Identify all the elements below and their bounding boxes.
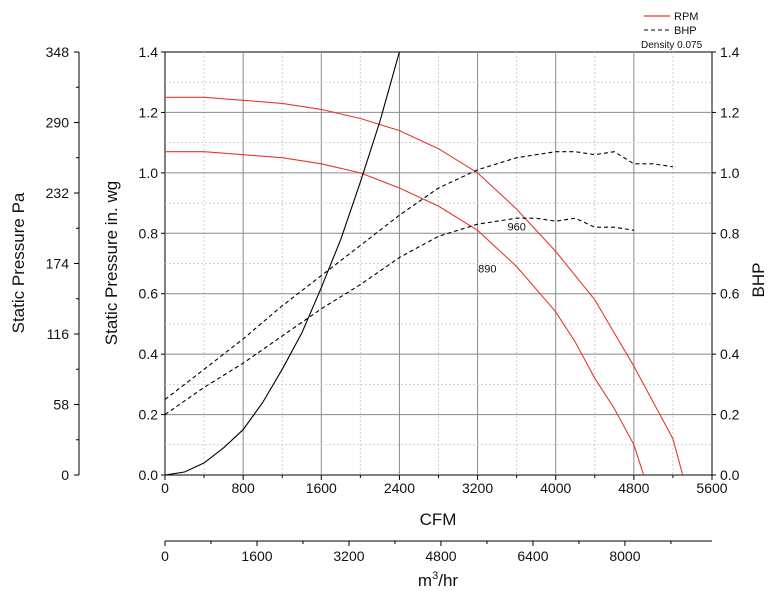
density-note: Density 0.075 <box>641 40 703 51</box>
axes: 0 800 1600 2400 3200 4000 4800 56000.00.20.40.6… <box>46 44 740 564</box>
legend-rpm-label: RPM <box>674 11 698 23</box>
series-rpm-890 <box>165 151 645 475</box>
x-tick-label: 1600 <box>306 480 337 496</box>
y-tick-label: 1.2 <box>139 104 159 120</box>
y-right-tick-label: 0.6 <box>720 286 740 302</box>
legend: RPM BHP Density 0.075 <box>641 11 703 51</box>
curve-label-890: 890 <box>478 264 496 276</box>
y-tick-label: 1.4 <box>139 44 159 60</box>
grid <box>165 52 712 475</box>
y-right-tick-label: 1.2 <box>720 104 740 120</box>
x-axis-title: CFM <box>420 510 457 529</box>
y-right-tick-label: 0.2 <box>720 407 740 423</box>
curve-label-960: 960 <box>507 221 525 233</box>
m3hr-tick-label: 8000 <box>609 548 640 564</box>
legend-bhp-label: BHP <box>674 25 697 37</box>
y-tick-label: 0.0 <box>139 467 159 483</box>
y-tick-label: 0.2 <box>139 407 159 423</box>
x-tick-label: 5600 <box>696 480 727 496</box>
y-tick-label: 0.8 <box>139 225 159 241</box>
series-rpm-960 <box>165 96 684 475</box>
y-axis-title-inwg: Static Pressure in. wg <box>102 181 121 345</box>
m3hr-tick-label: 0 <box>161 548 169 564</box>
y-tick-label: 0.6 <box>139 286 159 302</box>
y-right-tick-label: 1.4 <box>720 44 740 60</box>
x2-axis-title: m3/hr <box>418 570 458 590</box>
m3hr-tick-label: 4800 <box>425 548 456 564</box>
m3hr-tick-label: 1600 <box>241 548 272 564</box>
x-tick-label: 2400 <box>384 480 415 496</box>
y-right-tick-label: 1.0 <box>720 165 740 181</box>
y-right-tick-label: 0.8 <box>720 225 740 241</box>
x-tick-label: 4000 <box>540 480 571 496</box>
m3hr-tick-label: 6400 <box>517 548 548 564</box>
series-bhp-960 <box>165 151 673 400</box>
pa-tick-label: 348 <box>46 44 70 60</box>
x-tick-label: 800 <box>231 480 255 496</box>
series-system-system <box>165 52 400 475</box>
pa-tick-label: 0 <box>61 467 69 483</box>
y-axis-title-pa: Static Pressure Pa <box>9 192 28 333</box>
x-tick-label: 4800 <box>618 480 649 496</box>
pa-tick-label: 232 <box>46 185 70 201</box>
y-right-axis-title: BHP <box>749 263 768 298</box>
x-tick-label: 3200 <box>462 480 493 496</box>
series-bhp-890 <box>165 217 634 416</box>
series-layer: 960 890 <box>165 52 684 475</box>
m3hr-tick-label: 3200 <box>333 548 364 564</box>
y-tick-label: 0.4 <box>139 346 159 362</box>
pa-tick-label: 290 <box>46 115 70 131</box>
pa-tick-label: 116 <box>47 326 70 342</box>
x-tick-label: 0 <box>161 480 169 496</box>
pa-tick-label: 58 <box>53 397 69 413</box>
y-right-tick-label: 0.0 <box>720 467 740 483</box>
pa-tick-label: 174 <box>46 256 70 272</box>
y-tick-label: 1.0 <box>139 165 159 181</box>
y-right-tick-label: 0.4 <box>720 346 740 362</box>
